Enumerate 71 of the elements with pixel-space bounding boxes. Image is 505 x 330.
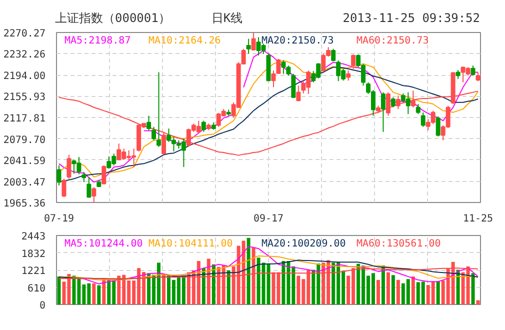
bar [57,276,61,304]
bar [436,281,440,304]
candlestick [396,95,400,110]
bar [411,276,415,304]
candlestick [62,178,66,198]
bar [476,300,480,304]
series-label: MA10:104111.00 [148,238,233,250]
candlestick [156,72,162,148]
chart-title: 日K线 [211,10,243,27]
y-tick-label: 2155.93 [3,92,46,104]
candlestick [56,164,62,186]
series-label: MA60:130561.00 [356,238,441,250]
candlestick [152,126,156,141]
line-series [58,255,479,280]
candlestick [86,176,92,198]
bar [471,273,475,304]
y-tick-label: 0 [39,300,46,312]
bar [396,280,400,304]
text: MA20:2150.73 [262,36,334,46]
candlestick [470,65,476,76]
candlestick [291,73,296,98]
candlestick [416,104,420,115]
candlestick [102,164,106,185]
candlestick [436,116,440,137]
x-tick-label: 07-19 [44,214,74,224]
bar [212,264,216,304]
candlestick [246,38,251,54]
x-tick-label: 11-25 [462,214,494,224]
candlestick [82,172,86,183]
text: 2013-11-25 09:39:52 [342,10,480,27]
text: 上证指数（000001） [55,10,170,27]
line-series [58,260,479,280]
bar [226,270,230,304]
series-label: MA20:100209.00 [262,238,346,250]
y-tick-label: 2003.47 [3,177,46,188]
y-tick-label: 1965.36 [3,198,46,210]
candlestick [346,70,351,82]
bar [376,280,380,304]
text: MA5:101244.00 [64,238,143,250]
y-tick-label: 2443 [21,232,46,242]
candlestick [251,32,256,51]
candlestick [92,186,96,202]
candlestick [351,54,356,70]
y-tick-label: 2079.70 [3,134,46,146]
y-tick-label: 1832 [21,248,46,260]
bar [97,285,101,304]
y-tick-label: 2041.59 [3,156,46,167]
y-tick-label: 1221 [21,266,46,278]
y-tick-label: 2194.00 [3,71,46,82]
y-tick-label: 610 [27,283,46,294]
text: MA5:2198.87 [64,36,131,46]
y-tick-label: 2117.81 [3,114,46,125]
text: MA60:2150.73 [356,36,429,46]
candlestick [66,154,72,180]
candlestick [390,96,396,108]
bar [386,272,390,304]
candlestick [331,48,336,62]
bar [456,270,460,304]
candlestick [146,115,152,131]
bar [202,268,206,304]
text: MA10:2164.26 [148,36,221,46]
bar [246,238,250,304]
candlestick [380,92,386,132]
y-tick-label: 2270.27 [3,28,46,40]
bar [92,283,96,304]
candlestick [420,112,426,128]
y-tick-label: 2232.26 [3,50,46,61]
x-tick-label: 09-17 [253,214,284,224]
candlestick [201,120,206,132]
bar [391,275,395,304]
candlestick [296,85,301,102]
